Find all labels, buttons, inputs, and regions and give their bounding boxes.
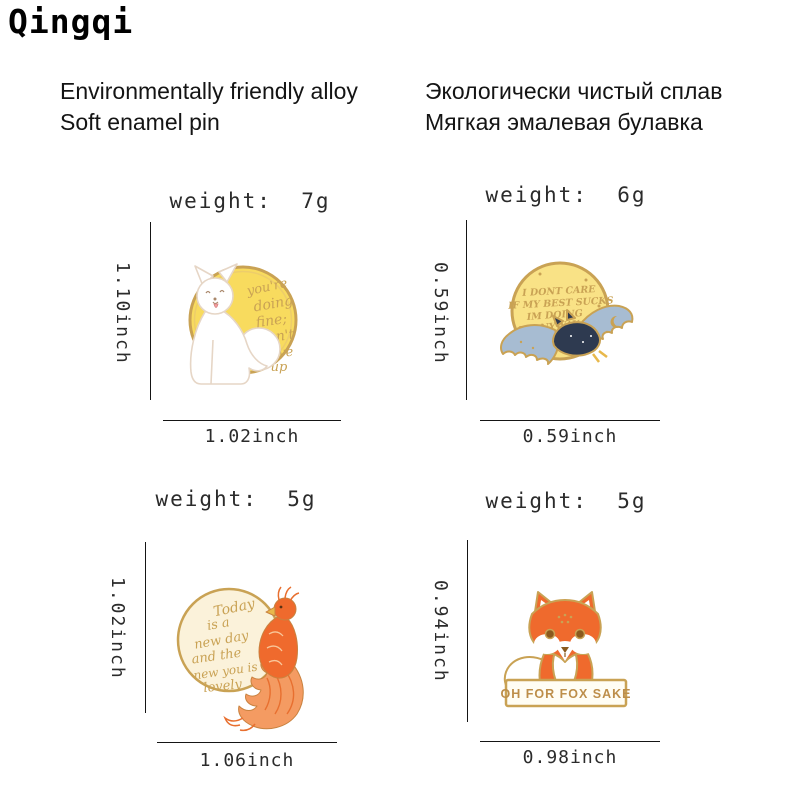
height-dimension-line-dog-pin [150, 222, 151, 400]
fox-banner [504, 678, 628, 708]
width-value-dog-pin: 1.02inch [204, 426, 300, 447]
bat-pin-image: I DONT CARE IF MY BEST SUCKS IM DOING IT… [500, 261, 634, 365]
height-dimension-line-bat-pin [466, 220, 467, 400]
width-dimension-line-dog-pin [163, 420, 341, 421]
header-russian-line2: Мягкая эмалевая булавка [425, 109, 703, 135]
crescent-moon-icon [610, 315, 621, 328]
height-value-phoenix-pin: 1.02inch [107, 577, 128, 680]
bat-pin-text-line1: I DONT CARE [521, 284, 597, 299]
phoenix-pin-text-line2: is a [206, 615, 231, 634]
height-dimension-line-phoenix-pin [145, 542, 146, 713]
phoenix-illustration [238, 586, 304, 730]
height-value-bat-pin: 0.59inch [430, 262, 451, 365]
fox-pin-image: OH FOR FOX SAKE [501, 591, 632, 708]
header-russian: Экологически чистый сплав Мягкая эмалева… [425, 76, 722, 138]
weight-label-bat-pin: weight: 6g [485, 183, 647, 207]
width-dimension-line-bat-pin [480, 420, 660, 421]
phoenix-pin-text-line4: and the [191, 646, 243, 668]
fox-freckles [557, 613, 573, 624]
height-dimension-line-fox-pin [467, 540, 468, 722]
bat-illustration [500, 304, 634, 365]
fox-banner-text: OH FOR FOX SAKE [501, 687, 632, 701]
weight-label-fox-pin: weight: 5g [485, 489, 647, 513]
width-dimension-line-phoenix-pin [157, 742, 337, 743]
white-dog-illustration [189, 263, 281, 385]
width-value-bat-pin: 0.59inch [522, 426, 618, 447]
header-russian-line1: Экологически чистый сплав [425, 78, 723, 104]
phoenix-pin-text-line6: lovely [203, 677, 244, 696]
dog-pin-image: you're doing fine; don't give up [188, 263, 298, 385]
width-value-phoenix-pin: 1.06inch [199, 750, 295, 771]
width-value-fox-pin: 0.98inch [522, 747, 618, 768]
weight-label-dog-pin: weight: 7g [169, 189, 331, 213]
dog-pin-text-line3: fine; [254, 311, 288, 331]
brand-logo: Qingqi [8, 2, 134, 41]
height-value-dog-pin: 1.10inch [112, 262, 133, 365]
header-english-line1: Environmentally friendly alloy [60, 78, 358, 104]
header-english-line2: Soft enamel pin [60, 109, 220, 135]
width-dimension-line-fox-pin [480, 741, 660, 742]
dog-pin-text-line2: doing [252, 293, 294, 316]
header-english: Environmentally friendly alloy Soft enam… [60, 76, 358, 138]
weight-label-phoenix-pin: weight: 5g [155, 487, 317, 511]
phoenix-pin-image: Today is a new day and the new you is lo… [176, 586, 304, 732]
height-value-fox-pin: 0.94inch [430, 580, 451, 683]
